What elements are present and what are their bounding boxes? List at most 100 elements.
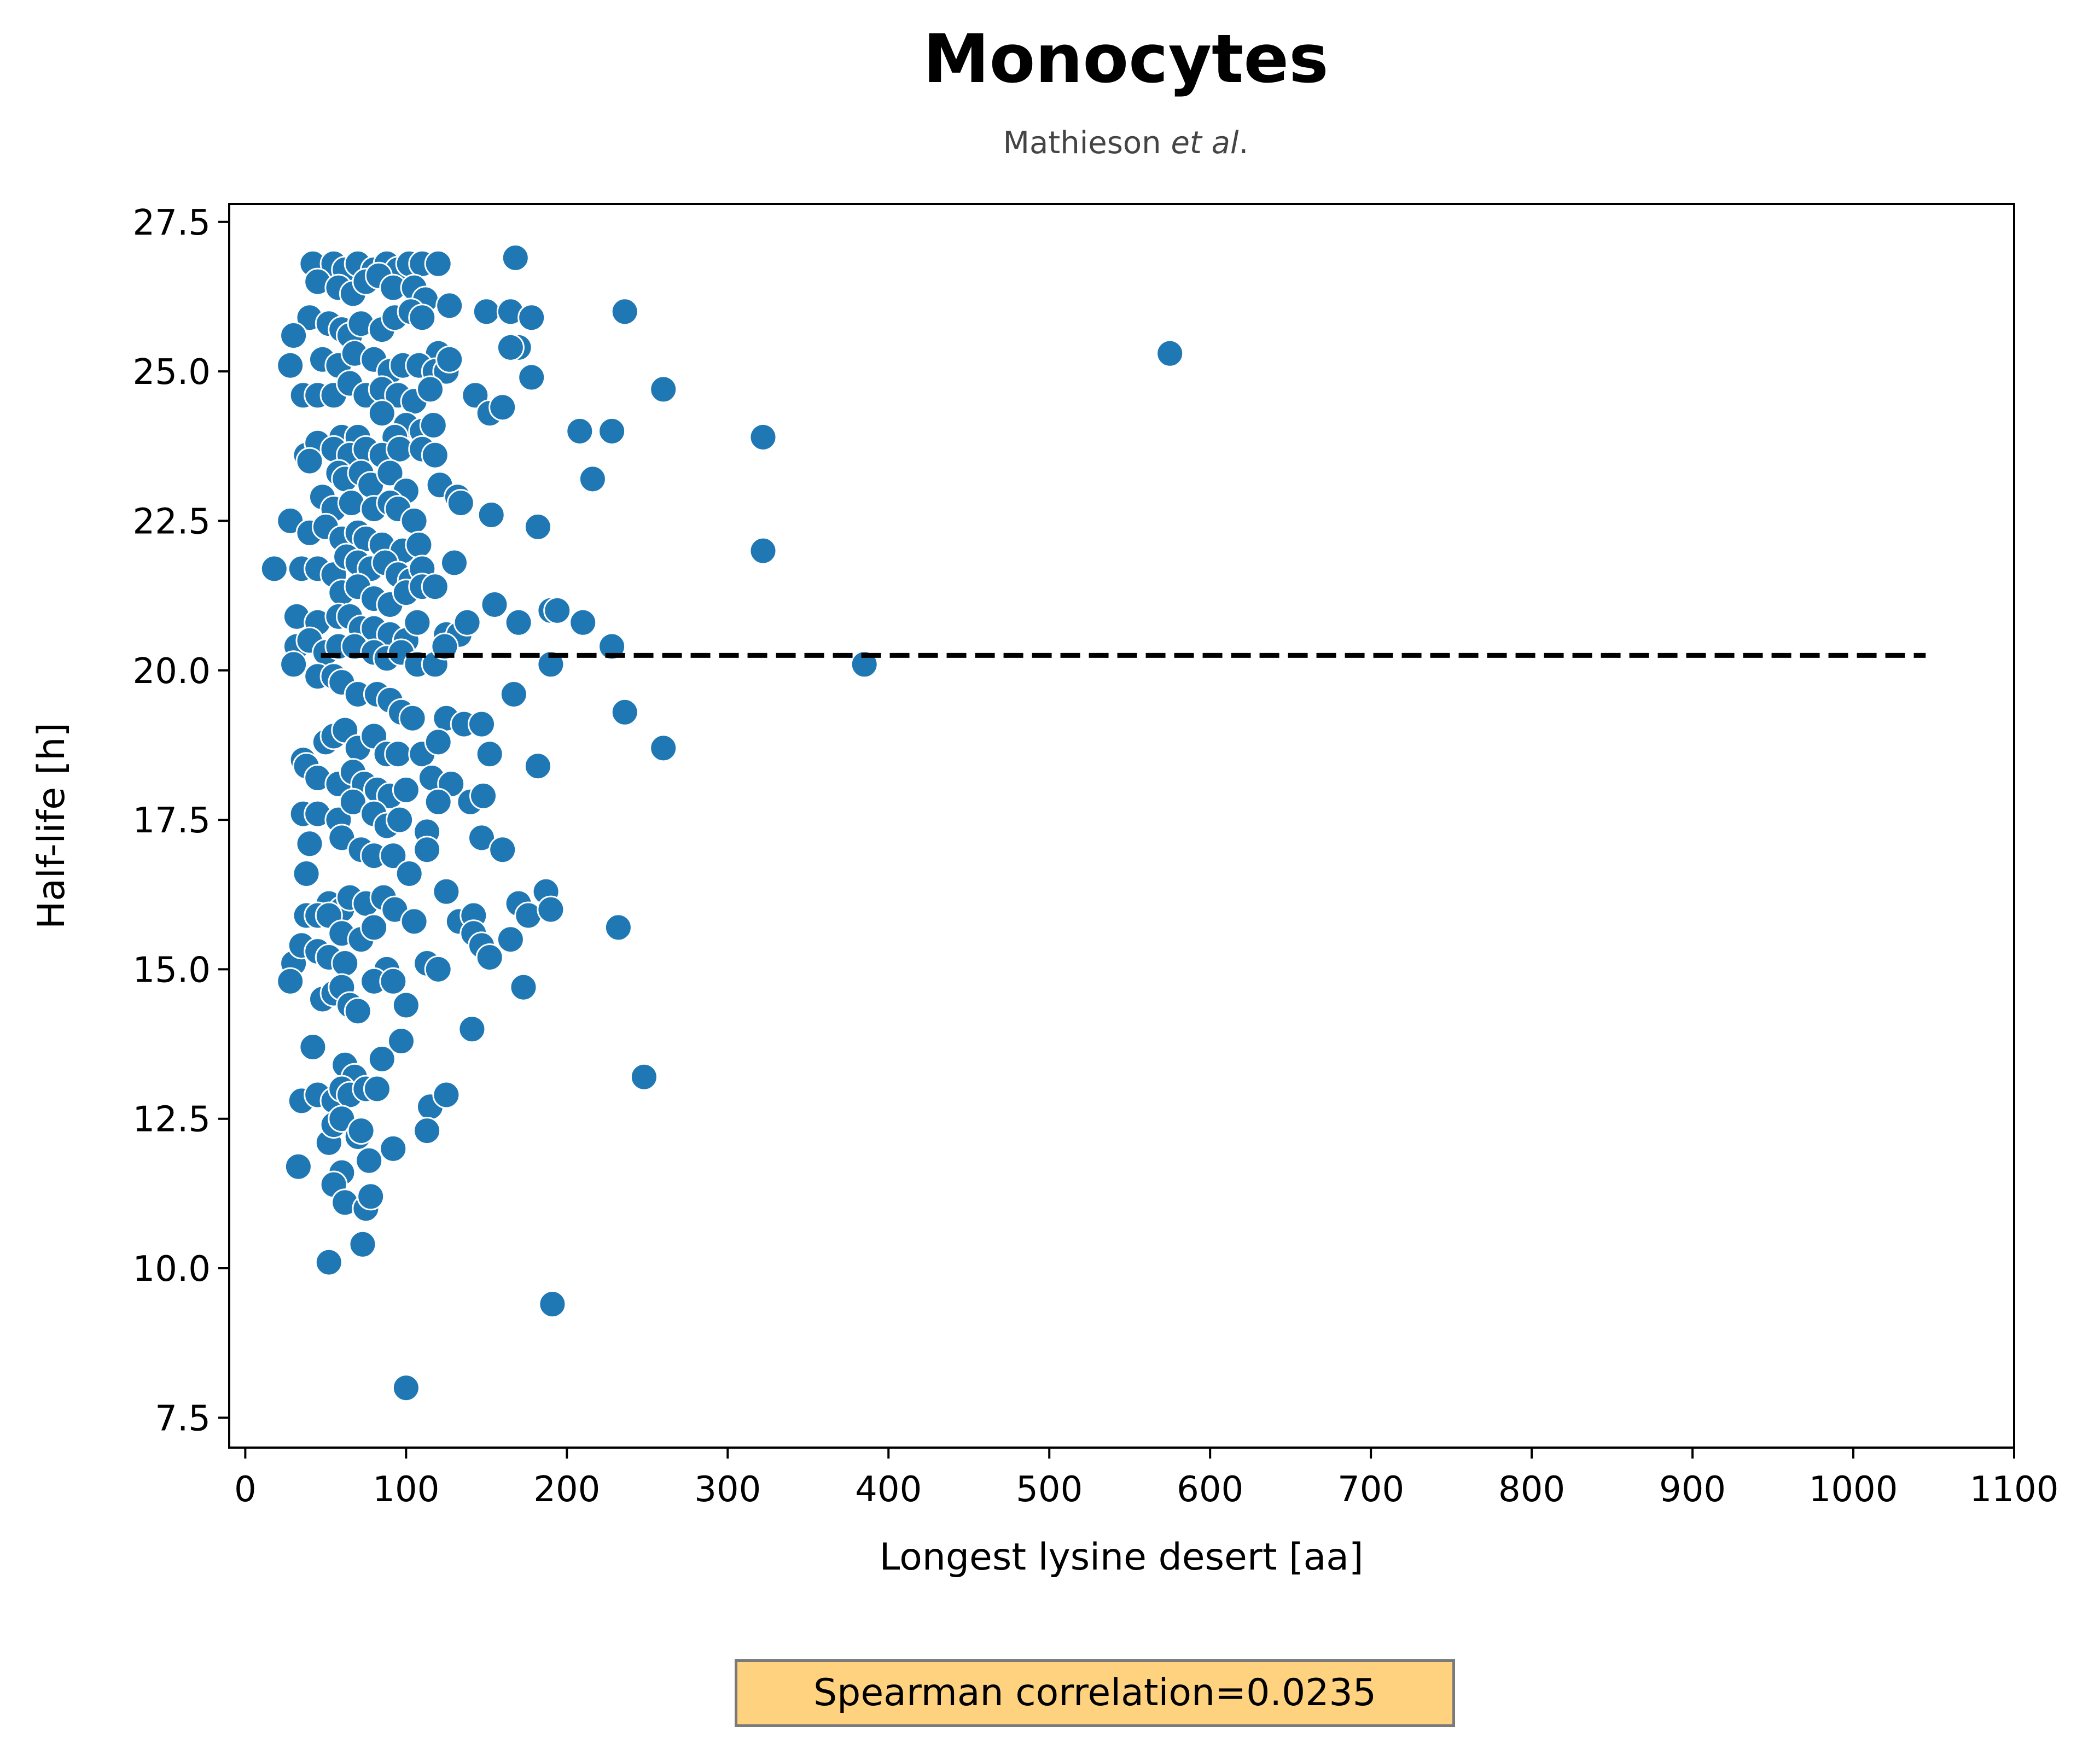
y-tick-label: 20.0 — [133, 651, 211, 692]
chart-subtitle: Mathieson et al. — [1003, 125, 1249, 161]
data-point — [569, 608, 597, 637]
data-point — [379, 967, 408, 995]
data-point — [387, 1027, 415, 1055]
y-axis-label: Half-life [h] — [30, 722, 73, 929]
data-point — [435, 345, 464, 374]
data-point — [440, 549, 468, 577]
data-point — [379, 1134, 408, 1163]
data-point — [517, 304, 546, 332]
data-point — [260, 555, 288, 583]
data-point — [403, 608, 432, 637]
plot-frame — [228, 203, 2015, 1449]
data-point — [523, 512, 552, 541]
data-point — [386, 806, 414, 834]
data-point — [598, 417, 626, 445]
data-point — [368, 399, 396, 428]
data-point — [649, 734, 678, 762]
data-point — [384, 740, 412, 768]
data-points — [260, 243, 1184, 1402]
y-tick-label: 25.0 — [133, 352, 211, 393]
data-point — [400, 506, 428, 535]
data-point — [749, 423, 777, 451]
data-point — [475, 943, 504, 971]
data-point — [1156, 339, 1184, 368]
subtitle-author: Mathieson — [1003, 125, 1171, 161]
data-point — [295, 830, 324, 858]
data-point — [276, 351, 305, 380]
spearman-annotation: Spearman correlation=0.0235 — [735, 1659, 1455, 1727]
data-point — [477, 501, 505, 529]
data-point — [368, 1045, 396, 1073]
data-point — [537, 895, 565, 924]
y-tick-label: 7.5 — [155, 1398, 211, 1439]
data-point — [435, 291, 464, 320]
data-point — [331, 949, 359, 977]
data-point — [280, 650, 308, 679]
data-point — [610, 698, 639, 726]
data-point — [501, 243, 530, 272]
y-tick-label: 12.5 — [133, 1100, 211, 1140]
x-tick-label: 700 — [1337, 1469, 1404, 1510]
subtitle-etal: et al — [1171, 125, 1239, 161]
data-point — [424, 955, 452, 983]
data-point — [339, 788, 367, 816]
data-point — [276, 967, 305, 995]
data-point — [355, 1146, 383, 1175]
y-tick-label: 22.5 — [133, 501, 211, 542]
data-point — [432, 1081, 461, 1109]
data-point — [295, 447, 324, 475]
y-axis-ticks: 7.5 10.0 12.5 15.0 17.5 20.0 22.5 25.0 27.5 — [133, 203, 229, 1439]
data-point — [578, 465, 607, 493]
data-point — [299, 1033, 327, 1061]
data-point — [543, 596, 572, 625]
data-point — [363, 1075, 391, 1103]
data-point — [630, 1063, 658, 1091]
data-point — [405, 530, 433, 559]
data-point — [504, 608, 533, 637]
y-tick-label: 27.5 — [133, 203, 211, 243]
data-point — [496, 333, 525, 361]
data-point — [379, 842, 408, 870]
y-tick-label: 15.0 — [133, 950, 211, 990]
data-point — [292, 860, 321, 888]
x-axis-label: Longest lysine desert [aa] — [880, 1536, 1364, 1579]
data-point — [749, 536, 777, 565]
x-tick-label: 600 — [1177, 1469, 1243, 1510]
data-point — [649, 375, 678, 404]
x-tick-label: 1100 — [1970, 1469, 2059, 1510]
data-point — [419, 411, 447, 439]
data-point — [496, 925, 525, 954]
data-point — [453, 608, 481, 637]
data-point — [416, 375, 444, 404]
x-tick-label: 1000 — [1809, 1469, 1898, 1510]
data-point — [392, 1374, 420, 1402]
data-point — [376, 459, 404, 487]
data-point — [446, 489, 475, 517]
data-point — [499, 680, 528, 708]
data-point — [523, 752, 552, 780]
data-point — [395, 860, 423, 888]
x-tick-label: 900 — [1659, 1469, 1726, 1510]
data-point — [488, 393, 517, 422]
data-point — [468, 824, 496, 852]
data-point — [347, 1117, 375, 1145]
data-point — [284, 1152, 312, 1181]
data-point — [424, 728, 452, 756]
data-point — [475, 740, 504, 768]
data-point — [357, 1182, 385, 1211]
data-point — [472, 298, 501, 326]
y-tick-label: 10.0 — [133, 1249, 211, 1290]
data-point — [400, 907, 428, 936]
subtitle-suffix: . — [1239, 125, 1249, 161]
data-point — [424, 249, 452, 278]
data-point — [360, 913, 388, 942]
x-tick-label: 0 — [234, 1469, 257, 1510]
data-point — [517, 363, 546, 392]
data-point — [468, 710, 496, 738]
x-tick-label: 100 — [373, 1469, 439, 1510]
data-point — [509, 973, 538, 1001]
data-point — [413, 836, 441, 864]
x-tick-label: 800 — [1498, 1469, 1565, 1510]
data-point — [392, 775, 420, 804]
